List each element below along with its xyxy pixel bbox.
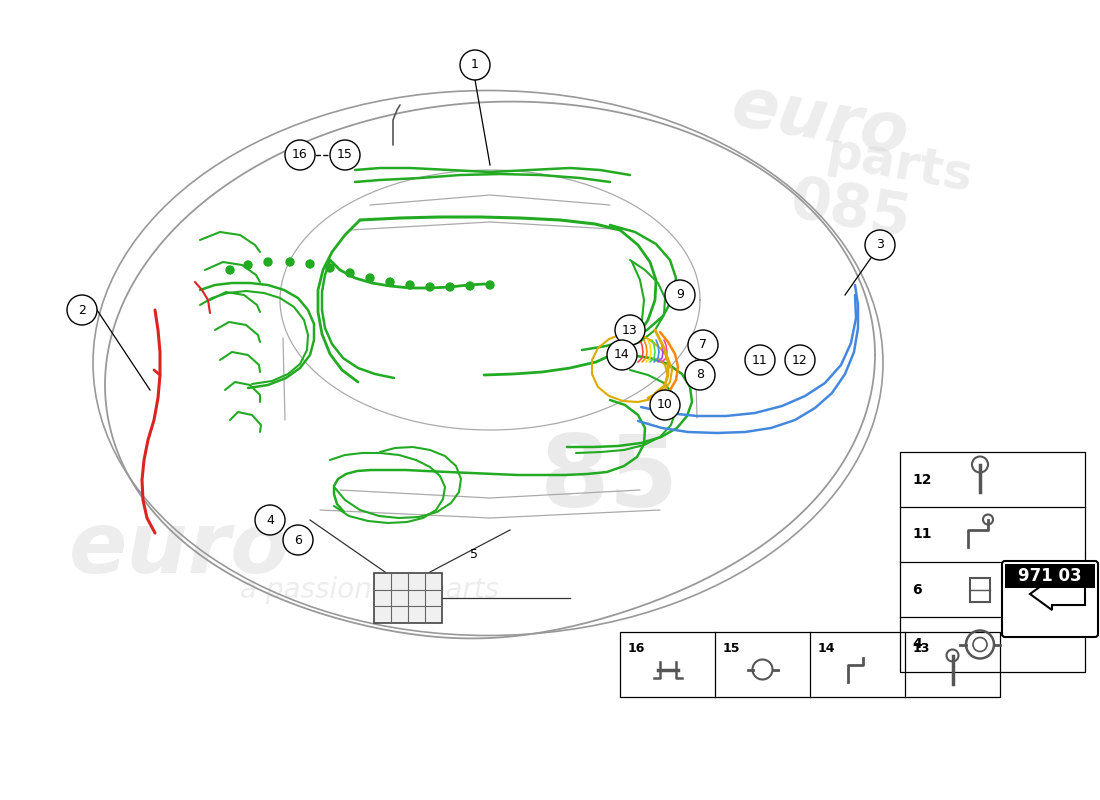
Circle shape	[326, 264, 334, 272]
Circle shape	[615, 315, 645, 345]
Text: 8: 8	[696, 369, 704, 382]
Text: 3: 3	[876, 238, 884, 251]
Text: 9: 9	[676, 289, 684, 302]
Text: 4: 4	[912, 638, 922, 651]
Text: 7: 7	[698, 338, 707, 351]
Text: 16: 16	[293, 149, 308, 162]
Text: parts: parts	[823, 129, 977, 202]
Circle shape	[330, 140, 360, 170]
Bar	[620, 632, 1000, 697]
Text: 971 03: 971 03	[1019, 567, 1081, 585]
Bar	[900, 452, 1085, 672]
Text: 14: 14	[818, 642, 836, 655]
Text: 11: 11	[912, 527, 932, 542]
Circle shape	[67, 295, 97, 325]
Text: 15: 15	[723, 642, 740, 655]
Text: 1: 1	[471, 58, 478, 71]
Circle shape	[486, 281, 494, 289]
Circle shape	[745, 345, 776, 375]
Circle shape	[785, 345, 815, 375]
Text: a passion for parts: a passion for parts	[241, 576, 499, 604]
Text: 085: 085	[785, 171, 915, 249]
Circle shape	[685, 360, 715, 390]
Circle shape	[688, 330, 718, 360]
Text: 16: 16	[628, 642, 646, 655]
Circle shape	[264, 258, 272, 266]
Bar	[374, 573, 442, 623]
Text: 5: 5	[470, 549, 478, 562]
Circle shape	[285, 140, 315, 170]
Circle shape	[386, 278, 394, 286]
Circle shape	[244, 261, 252, 269]
Circle shape	[865, 230, 895, 260]
Text: 6: 6	[294, 534, 301, 546]
Text: 13: 13	[913, 642, 931, 655]
Circle shape	[255, 505, 285, 535]
Text: 6: 6	[912, 582, 922, 597]
Text: 12: 12	[912, 473, 932, 486]
Circle shape	[466, 282, 474, 290]
Text: 85: 85	[540, 431, 680, 529]
Text: 2: 2	[78, 303, 86, 317]
Circle shape	[286, 258, 294, 266]
Circle shape	[306, 260, 313, 268]
Text: euro: euro	[726, 71, 914, 169]
Circle shape	[226, 266, 234, 274]
Circle shape	[607, 340, 637, 370]
Text: 13: 13	[623, 323, 638, 337]
Circle shape	[426, 283, 434, 291]
Circle shape	[366, 274, 374, 282]
FancyBboxPatch shape	[1002, 561, 1098, 637]
Text: 11: 11	[752, 354, 768, 366]
Text: 14: 14	[614, 349, 630, 362]
Text: 10: 10	[657, 398, 673, 411]
Circle shape	[346, 269, 354, 277]
Circle shape	[446, 283, 454, 291]
Circle shape	[666, 280, 695, 310]
FancyArrow shape	[1030, 578, 1085, 610]
Text: 4: 4	[266, 514, 274, 526]
Circle shape	[650, 390, 680, 420]
Text: 12: 12	[792, 354, 807, 366]
Circle shape	[283, 525, 313, 555]
Text: euro: euro	[69, 509, 290, 591]
Circle shape	[406, 281, 414, 289]
Text: 15: 15	[337, 149, 353, 162]
Bar	[970, 578, 990, 602]
Bar	[1005, 564, 1094, 588]
Circle shape	[460, 50, 490, 80]
